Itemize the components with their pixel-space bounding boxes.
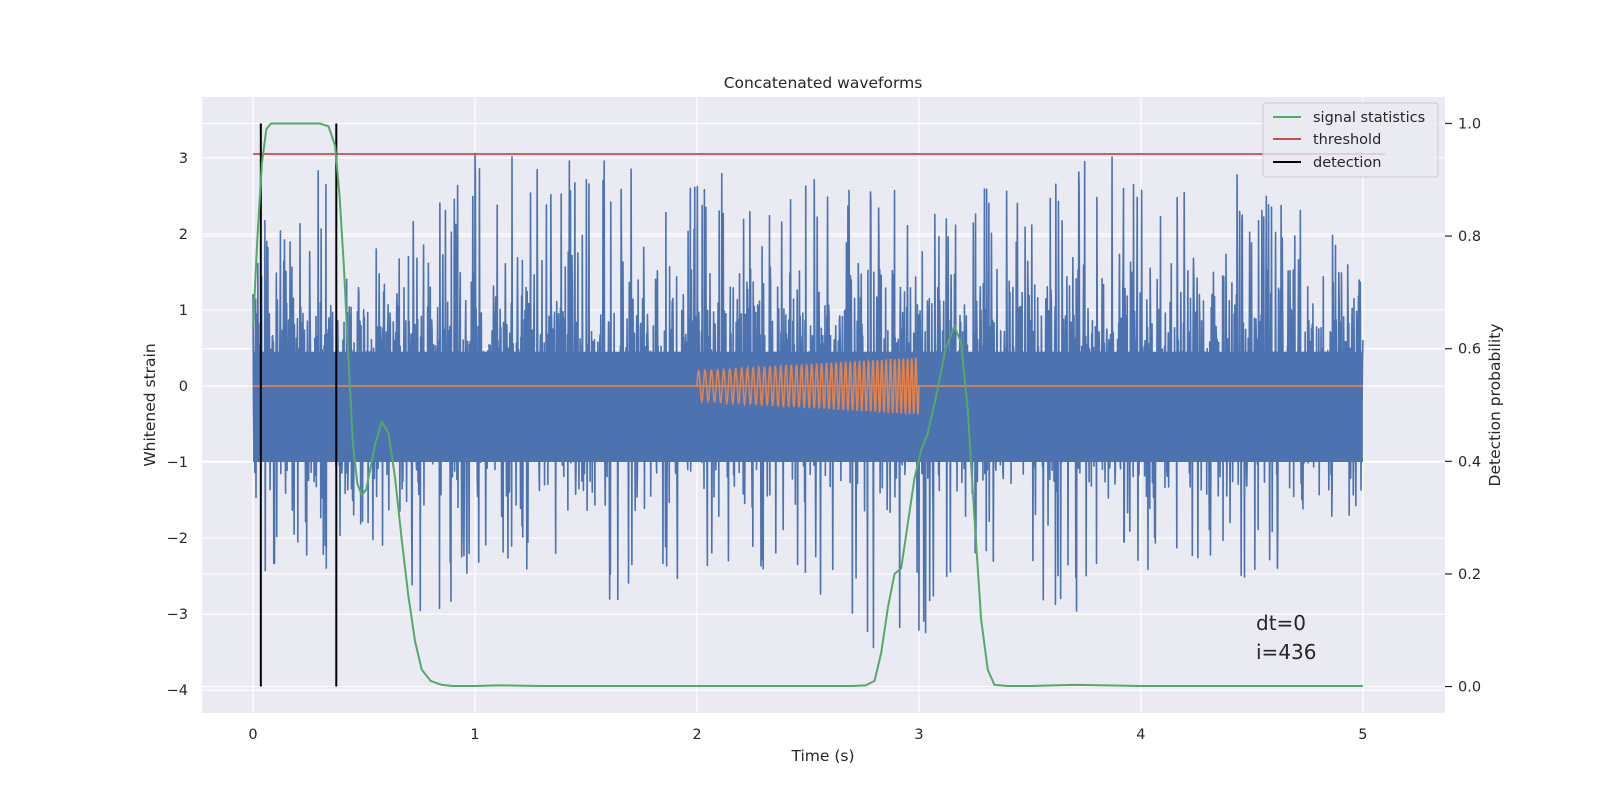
y-axis-label: Whitened strain bbox=[141, 343, 159, 466]
chirp-template-trace bbox=[696, 357, 920, 416]
axis-ticks: 0 1 2 3 4 5 −4 −3 −2 −1 0 1 2 3 0.0 0.2 0.4 0.6 0.8 1.0 bbox=[167, 116, 1481, 743]
y2-tick-label: 0.8 bbox=[1458, 229, 1481, 245]
x-tick-label: 4 bbox=[1136, 727, 1145, 743]
y2-tick-label: 1.0 bbox=[1458, 116, 1481, 132]
y-tick-label: −4 bbox=[167, 683, 188, 699]
legend-label-signal-statistics: signal statistics bbox=[1313, 110, 1425, 126]
secondary-y-axis-label: Detection probability bbox=[1486, 324, 1504, 487]
x-axis-label: Time (s) bbox=[790, 747, 854, 765]
y-tick-label: −1 bbox=[167, 455, 188, 471]
signal-statistics-line bbox=[252, 122, 1363, 687]
y-tick-label: −3 bbox=[167, 607, 188, 623]
y-tick-label: 2 bbox=[179, 227, 188, 243]
chart-title: Concatenated waveforms bbox=[724, 74, 923, 92]
legend-label-threshold: threshold bbox=[1313, 132, 1381, 148]
x-tick-label: 1 bbox=[470, 727, 479, 743]
x-tick-label: 5 bbox=[1358, 727, 1367, 743]
y-tick-label: 0 bbox=[179, 379, 188, 395]
y2-tick-label: 0.2 bbox=[1458, 567, 1481, 583]
y2-tick-label: 0.4 bbox=[1458, 454, 1481, 470]
legend: signal statistics threshold detection bbox=[1262, 102, 1439, 178]
y-tick-label: 3 bbox=[179, 151, 188, 167]
x-tick-label: 2 bbox=[692, 727, 701, 743]
x-tick-label: 3 bbox=[914, 727, 923, 743]
legend-label-detection: detection bbox=[1313, 155, 1381, 171]
y-tick-label: 1 bbox=[179, 303, 188, 319]
y-tick-label: −2 bbox=[167, 531, 188, 547]
y2-tick-label: 0.0 bbox=[1458, 680, 1481, 696]
legend-box bbox=[1262, 102, 1439, 178]
annotation-dt: dt=0 bbox=[1256, 611, 1306, 635]
x-tick-label: 0 bbox=[248, 727, 257, 743]
annotation-i: i=436 bbox=[1256, 640, 1317, 664]
plot-traces bbox=[252, 122, 1386, 687]
y2-tick-label: 0.6 bbox=[1458, 342, 1481, 358]
